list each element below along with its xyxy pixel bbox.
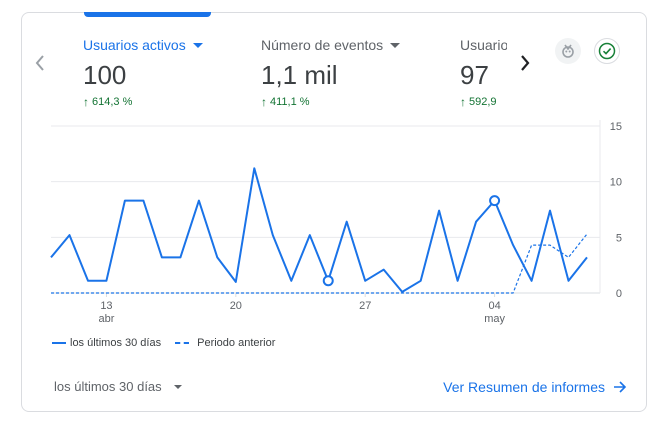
metric-label-text: Usuarios: [460, 37, 507, 53]
y-tick-label: 15: [610, 121, 622, 133]
legend-previous-label: Periodo anterior: [197, 337, 276, 349]
arrow-up-icon: ↑: [261, 95, 267, 109]
metric-label-text: Número de eventos: [261, 37, 384, 53]
data-quality-button[interactable]: [594, 38, 620, 64]
metric-change-text: 614,3 %: [92, 96, 133, 108]
arrow-right-icon: [613, 381, 627, 393]
legend-previous[interactable]: Periodo anterior: [175, 337, 275, 349]
view-reports-link[interactable]: Ver Resumen de informes: [443, 379, 627, 395]
period-label: los últimos 30 días: [54, 379, 162, 394]
metric-label: Usuarios activos: [83, 36, 203, 54]
metric-change-text: 411,1 %: [270, 96, 310, 108]
x-tick-label: 13: [100, 300, 112, 312]
y-tick-label: 10: [610, 177, 622, 189]
x-tick-label: 20: [230, 300, 242, 312]
dropdown-caret-icon: [173, 384, 182, 389]
data-point-marker: [489, 195, 501, 207]
y-tick-label: 0: [616, 288, 622, 300]
check-circle-icon: [598, 42, 616, 60]
period-selector[interactable]: los últimos 30 días: [54, 379, 182, 394]
chart-legend: los últimos 30 días Periodo anterior: [52, 337, 289, 349]
series-line-current: [50, 167, 588, 293]
metric-value: 100: [83, 60, 127, 90]
series-line-previous: [51, 233, 588, 294]
overview-card: [21, 12, 647, 412]
insights-button[interactable]: [555, 38, 581, 64]
metric-value: 1,1 mil: [261, 60, 338, 90]
metric-label: Número de eventos: [261, 36, 401, 54]
metric-change-text: 592,9: [469, 96, 497, 108]
y-axis-ticks: 15 10 5 0: [610, 121, 622, 300]
metric-value: 97: [460, 60, 489, 90]
metric-label-text: Usuarios activos: [83, 37, 186, 53]
legend-current-label: los últimos 30 días: [70, 337, 162, 349]
metric-usuarios-clip: Usuarios 97 ↑ 592,9: [460, 36, 507, 116]
metric-usuarios-activos[interactable]: Usuarios activos 100 ↑ 614,3 %: [83, 36, 203, 109]
insights-icon: [562, 44, 574, 58]
active-tab-indicator: [84, 12, 211, 17]
view-reports-label: Ver Resumen de informes: [443, 379, 605, 395]
dropdown-caret-icon: [192, 42, 203, 48]
x-tick-month-label: abr: [98, 313, 114, 325]
next-metric-button[interactable]: [514, 52, 536, 74]
metric-change: ↑ 411,1 %: [261, 95, 400, 109]
legend-current[interactable]: los últimos 30 días: [52, 337, 161, 349]
prev-metric-button[interactable]: [30, 52, 50, 74]
metric-numero-eventos[interactable]: Número de eventos 1,1 mil ↑ 411,1 %: [261, 36, 401, 109]
chart-series: [50, 167, 588, 294]
chevron-right-icon: [521, 55, 530, 71]
chart-grid: [51, 120, 601, 294]
arrow-up-icon: ↑: [460, 95, 466, 109]
metric-label: Usuarios: [460, 36, 507, 54]
x-tick-label: 04: [488, 300, 500, 312]
x-tick-month-label: may: [484, 313, 505, 325]
legend-solid-swatch: [52, 342, 66, 344]
x-tick-label: 27: [359, 300, 371, 312]
metric-change: ↑ 592,9: [460, 95, 507, 109]
y-tick-label: 5: [616, 232, 622, 244]
dropdown-caret-icon: [390, 42, 401, 48]
metric-usuarios[interactable]: Usuarios 97 ↑ 592,9: [460, 36, 507, 109]
chevron-left-icon: [35, 55, 44, 71]
legend-dashed-swatch: [175, 342, 190, 344]
data-point-marker: [322, 275, 334, 287]
arrow-up-icon: ↑: [83, 95, 89, 109]
metric-change: ↑ 614,3 %: [83, 95, 203, 109]
